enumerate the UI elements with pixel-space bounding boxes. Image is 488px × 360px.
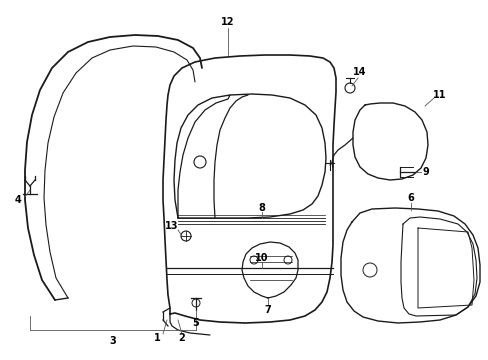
Text: 11: 11 — [432, 90, 446, 100]
Text: 10: 10 — [255, 253, 268, 263]
Text: 2: 2 — [178, 333, 185, 343]
Text: 8: 8 — [258, 203, 265, 213]
Text: 12: 12 — [221, 17, 234, 27]
Text: 4: 4 — [15, 195, 21, 205]
Text: 1: 1 — [153, 333, 160, 343]
Text: 14: 14 — [352, 67, 366, 77]
Text: 13: 13 — [165, 221, 179, 231]
Text: 6: 6 — [407, 193, 413, 203]
Text: 7: 7 — [264, 305, 271, 315]
Text: 3: 3 — [109, 336, 116, 346]
Text: 5: 5 — [192, 318, 199, 328]
Text: 9: 9 — [422, 167, 428, 177]
